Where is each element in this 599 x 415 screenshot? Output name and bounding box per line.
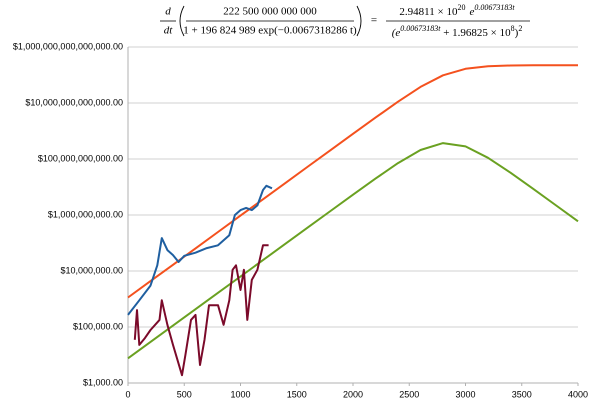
y-tick-label: $10,000,000,000,000.00 <box>25 97 123 107</box>
series-line <box>133 244 269 377</box>
series-line <box>127 64 578 299</box>
y-tick-label: $100,000,000,000.00 <box>38 153 123 163</box>
formula-dt: dt <box>164 25 174 37</box>
t: 0.00673183t <box>400 24 441 33</box>
x-tick-label: 1500 <box>287 389 307 399</box>
formula-d: d <box>165 6 171 18</box>
x-tick-label: 500 <box>177 389 192 399</box>
series-line <box>127 184 273 316</box>
x-tick-label: 0 <box>125 389 130 399</box>
x-tick-label: 3000 <box>455 389 475 399</box>
formula-lhs-num: 222 500 000 000 000 <box>223 6 317 18</box>
t: 8 <box>511 24 515 33</box>
y-tick-label: $1,000,000,000.00 <box>48 209 123 219</box>
paren <box>179 5 185 37</box>
t: + 1.96825 × 10 <box>440 27 511 39</box>
x-tick-label: 2000 <box>343 389 363 399</box>
y-tick-label: $100,000.00 <box>73 321 123 331</box>
y-tick-label: $10,000,000.00 <box>60 265 123 275</box>
formula-rhs-den: (e0.00673183t + 1.96825 × 108)2 <box>392 24 523 39</box>
t: 2.94811 × 10 <box>399 6 458 18</box>
paren <box>356 5 362 37</box>
formula-lhs-den: 1 + 196 824 989 exp(−0.0067318286 t) <box>183 25 357 37</box>
x-tick-label: 4000 <box>568 389 588 399</box>
t: 2 <box>518 24 522 33</box>
y-tick-label: $1,000,000,000,000,000.00 <box>13 41 123 51</box>
y-tick-label: $1,000.00 <box>83 377 123 387</box>
formula-rhs-num: 2.94811 × 1020 e0.00673183t <box>399 3 515 18</box>
t: 0.00673183t <box>474 3 515 12</box>
x-tick-label: 1000 <box>230 389 250 399</box>
formula: d dt 222 500 000 000 000 1 + 196 824 989… <box>160 3 530 39</box>
t: 20 <box>457 3 465 12</box>
x-tick-label: 2500 <box>399 389 419 399</box>
series-line <box>127 142 579 360</box>
x-tick-label: 3500 <box>512 389 532 399</box>
t: (e <box>392 27 401 39</box>
t: ) <box>515 27 519 39</box>
formula-equals: = <box>371 15 377 27</box>
t: e <box>469 6 474 18</box>
